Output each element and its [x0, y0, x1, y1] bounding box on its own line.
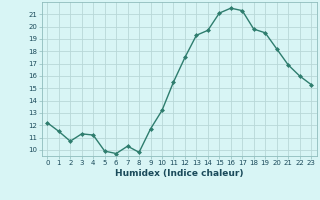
- X-axis label: Humidex (Indice chaleur): Humidex (Indice chaleur): [115, 169, 244, 178]
